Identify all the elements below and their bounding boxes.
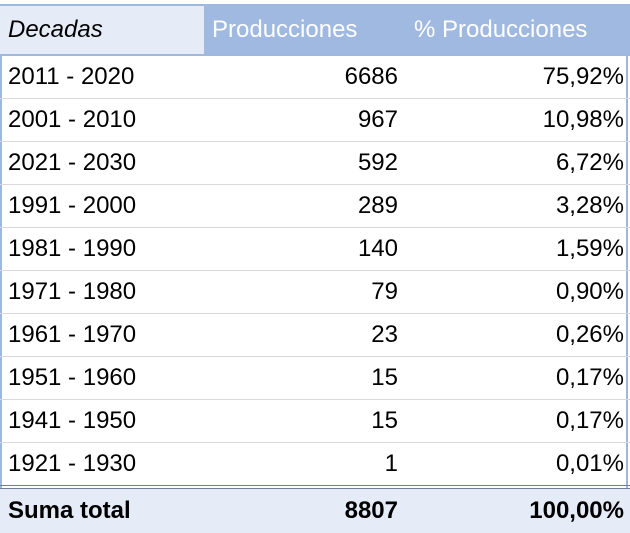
producciones-cell: 15 xyxy=(204,399,408,443)
producciones-cell: 15 xyxy=(204,356,408,400)
porcentaje-cell: 6,72% xyxy=(408,141,630,185)
total-producciones: 8807 xyxy=(204,485,408,533)
producciones-cell: 79 xyxy=(204,270,408,314)
column-header-producciones[interactable]: Producciones xyxy=(204,4,408,55)
decada-cell: 1951 - 1960 xyxy=(0,356,204,400)
column-header-decadas[interactable]: Decadas xyxy=(0,4,204,55)
producciones-cell: 592 xyxy=(204,141,408,185)
table-row: 1961 - 1970 23 0,26% xyxy=(0,313,630,357)
table-row: 1971 - 1980 79 0,90% xyxy=(0,270,630,314)
porcentaje-cell: 10,98% xyxy=(408,98,630,142)
table-row: 1921 - 1930 1 0,01% xyxy=(0,442,630,488)
total-porcentaje: 100,00% xyxy=(408,485,630,533)
decada-cell: 2011 - 2020 xyxy=(0,54,204,99)
producciones-cell: 289 xyxy=(204,184,408,228)
decada-cell: 1971 - 1980 xyxy=(0,270,204,314)
porcentaje-cell: 0,26% xyxy=(408,313,630,357)
decada-cell: 1921 - 1930 xyxy=(0,442,204,488)
porcentaje-cell: 0,17% xyxy=(408,356,630,400)
table-row: 1981 - 1990 140 1,59% xyxy=(0,227,630,271)
producciones-cell: 967 xyxy=(204,98,408,142)
table-row: 1991 - 2000 289 3,28% xyxy=(0,184,630,228)
decada-cell: 2021 - 2030 xyxy=(0,141,204,185)
table-row: 1951 - 1960 15 0,17% xyxy=(0,356,630,400)
decada-cell: 1981 - 1990 xyxy=(0,227,204,271)
producciones-cell: 1 xyxy=(204,442,408,488)
producciones-cell: 23 xyxy=(204,313,408,357)
porcentaje-cell: 75,92% xyxy=(408,54,630,99)
producciones-cell: 140 xyxy=(204,227,408,271)
porcentaje-cell: 0,90% xyxy=(408,270,630,314)
decada-cell: 1961 - 1970 xyxy=(0,313,204,357)
producciones-cell: 6686 xyxy=(204,54,408,99)
porcentaje-cell: 3,28% xyxy=(408,184,630,228)
porcentaje-cell: 0,01% xyxy=(408,442,630,488)
table-row: 1941 - 1950 15 0,17% xyxy=(0,399,630,443)
table-row: 2001 - 2010 967 10,98% xyxy=(0,98,630,142)
decada-cell: 1991 - 2000 xyxy=(0,184,204,228)
header-row: Decadas Producciones % Producciones xyxy=(0,4,630,55)
producciones-por-decada-table: Decadas Producciones % Producciones 2011… xyxy=(0,4,630,533)
decada-cell: 2001 - 2010 xyxy=(0,98,204,142)
table-row: 2011 - 2020 6686 75,92% xyxy=(0,54,630,99)
decada-cell: 1941 - 1950 xyxy=(0,399,204,443)
porcentaje-cell: 1,59% xyxy=(408,227,630,271)
total-row: Suma total 8807 100,00% xyxy=(0,485,630,533)
table-row: 2021 - 2030 592 6,72% xyxy=(0,141,630,185)
column-header-porcentaje[interactable]: % Producciones xyxy=(408,4,630,55)
total-label: Suma total xyxy=(0,485,204,533)
porcentaje-cell: 0,17% xyxy=(408,399,630,443)
